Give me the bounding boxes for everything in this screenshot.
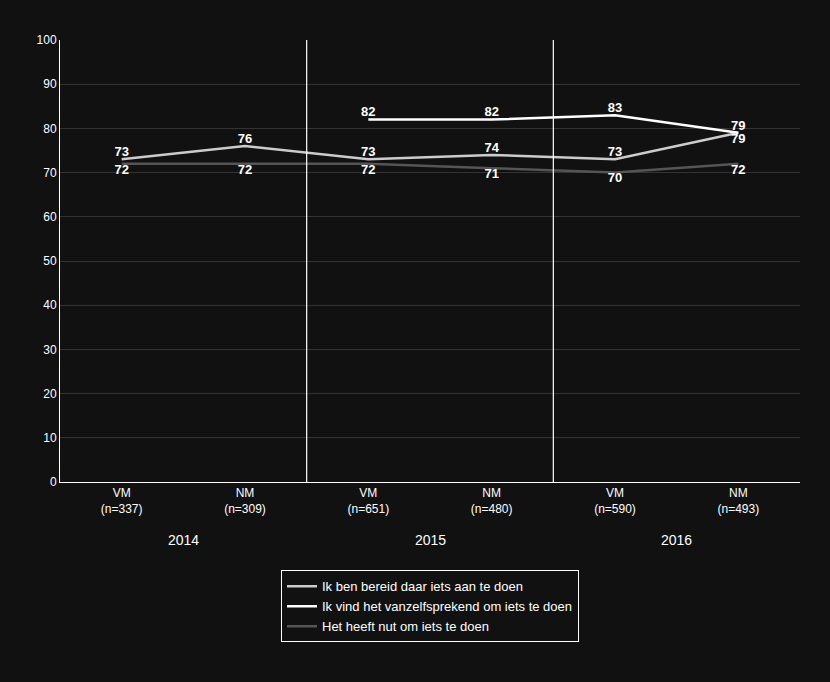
svg-text:0: 0 [50, 475, 57, 489]
svg-text:79: 79 [731, 131, 745, 146]
svg-text:79: 79 [731, 118, 745, 133]
svg-text:2015: 2015 [415, 532, 446, 548]
svg-text:74: 74 [484, 140, 499, 155]
svg-text:82: 82 [361, 104, 375, 119]
svg-text:70: 70 [608, 170, 622, 185]
svg-text:73: 73 [361, 144, 375, 159]
svg-text:76: 76 [238, 131, 252, 146]
svg-text:NM(n=309): NM(n=309) [224, 486, 266, 516]
svg-text:2016: 2016 [661, 532, 692, 548]
svg-text:10: 10 [43, 431, 57, 445]
svg-text:Het heeft nut om iets te doen: Het heeft nut om iets te doen [322, 619, 489, 634]
svg-text:VM(n=590): VM(n=590) [594, 486, 636, 516]
svg-text:40: 40 [43, 298, 57, 312]
svg-text:90: 90 [43, 77, 57, 91]
svg-text:72: 72 [238, 162, 252, 177]
svg-text:2014: 2014 [168, 532, 199, 548]
svg-text:83: 83 [608, 100, 622, 115]
svg-text:72: 72 [361, 162, 375, 177]
svg-text:50: 50 [43, 254, 57, 268]
svg-text:Ik ben bereid daar iets aan te: Ik ben bereid daar iets aan te doen [322, 579, 523, 594]
svg-text:30: 30 [43, 343, 57, 357]
svg-text:80: 80 [43, 122, 57, 136]
svg-text:NM(n=493): NM(n=493) [717, 486, 759, 516]
svg-text:100: 100 [37, 33, 57, 47]
svg-text:73: 73 [114, 144, 128, 159]
svg-text:20: 20 [43, 387, 57, 401]
svg-text:60: 60 [43, 210, 57, 224]
svg-text:71: 71 [484, 166, 498, 181]
svg-text:70: 70 [43, 166, 57, 180]
svg-text:VM(n=337): VM(n=337) [101, 486, 143, 516]
svg-text:NM(n=480): NM(n=480) [471, 486, 513, 516]
svg-text:82: 82 [484, 104, 498, 119]
svg-text:Ik vind het vanzelfsprekend om: Ik vind het vanzelfsprekend om iets te d… [322, 599, 572, 614]
svg-text:73: 73 [608, 144, 622, 159]
svg-text:72: 72 [731, 162, 745, 177]
svg-text:VM(n=651): VM(n=651) [347, 486, 389, 516]
svg-text:72: 72 [114, 162, 128, 177]
